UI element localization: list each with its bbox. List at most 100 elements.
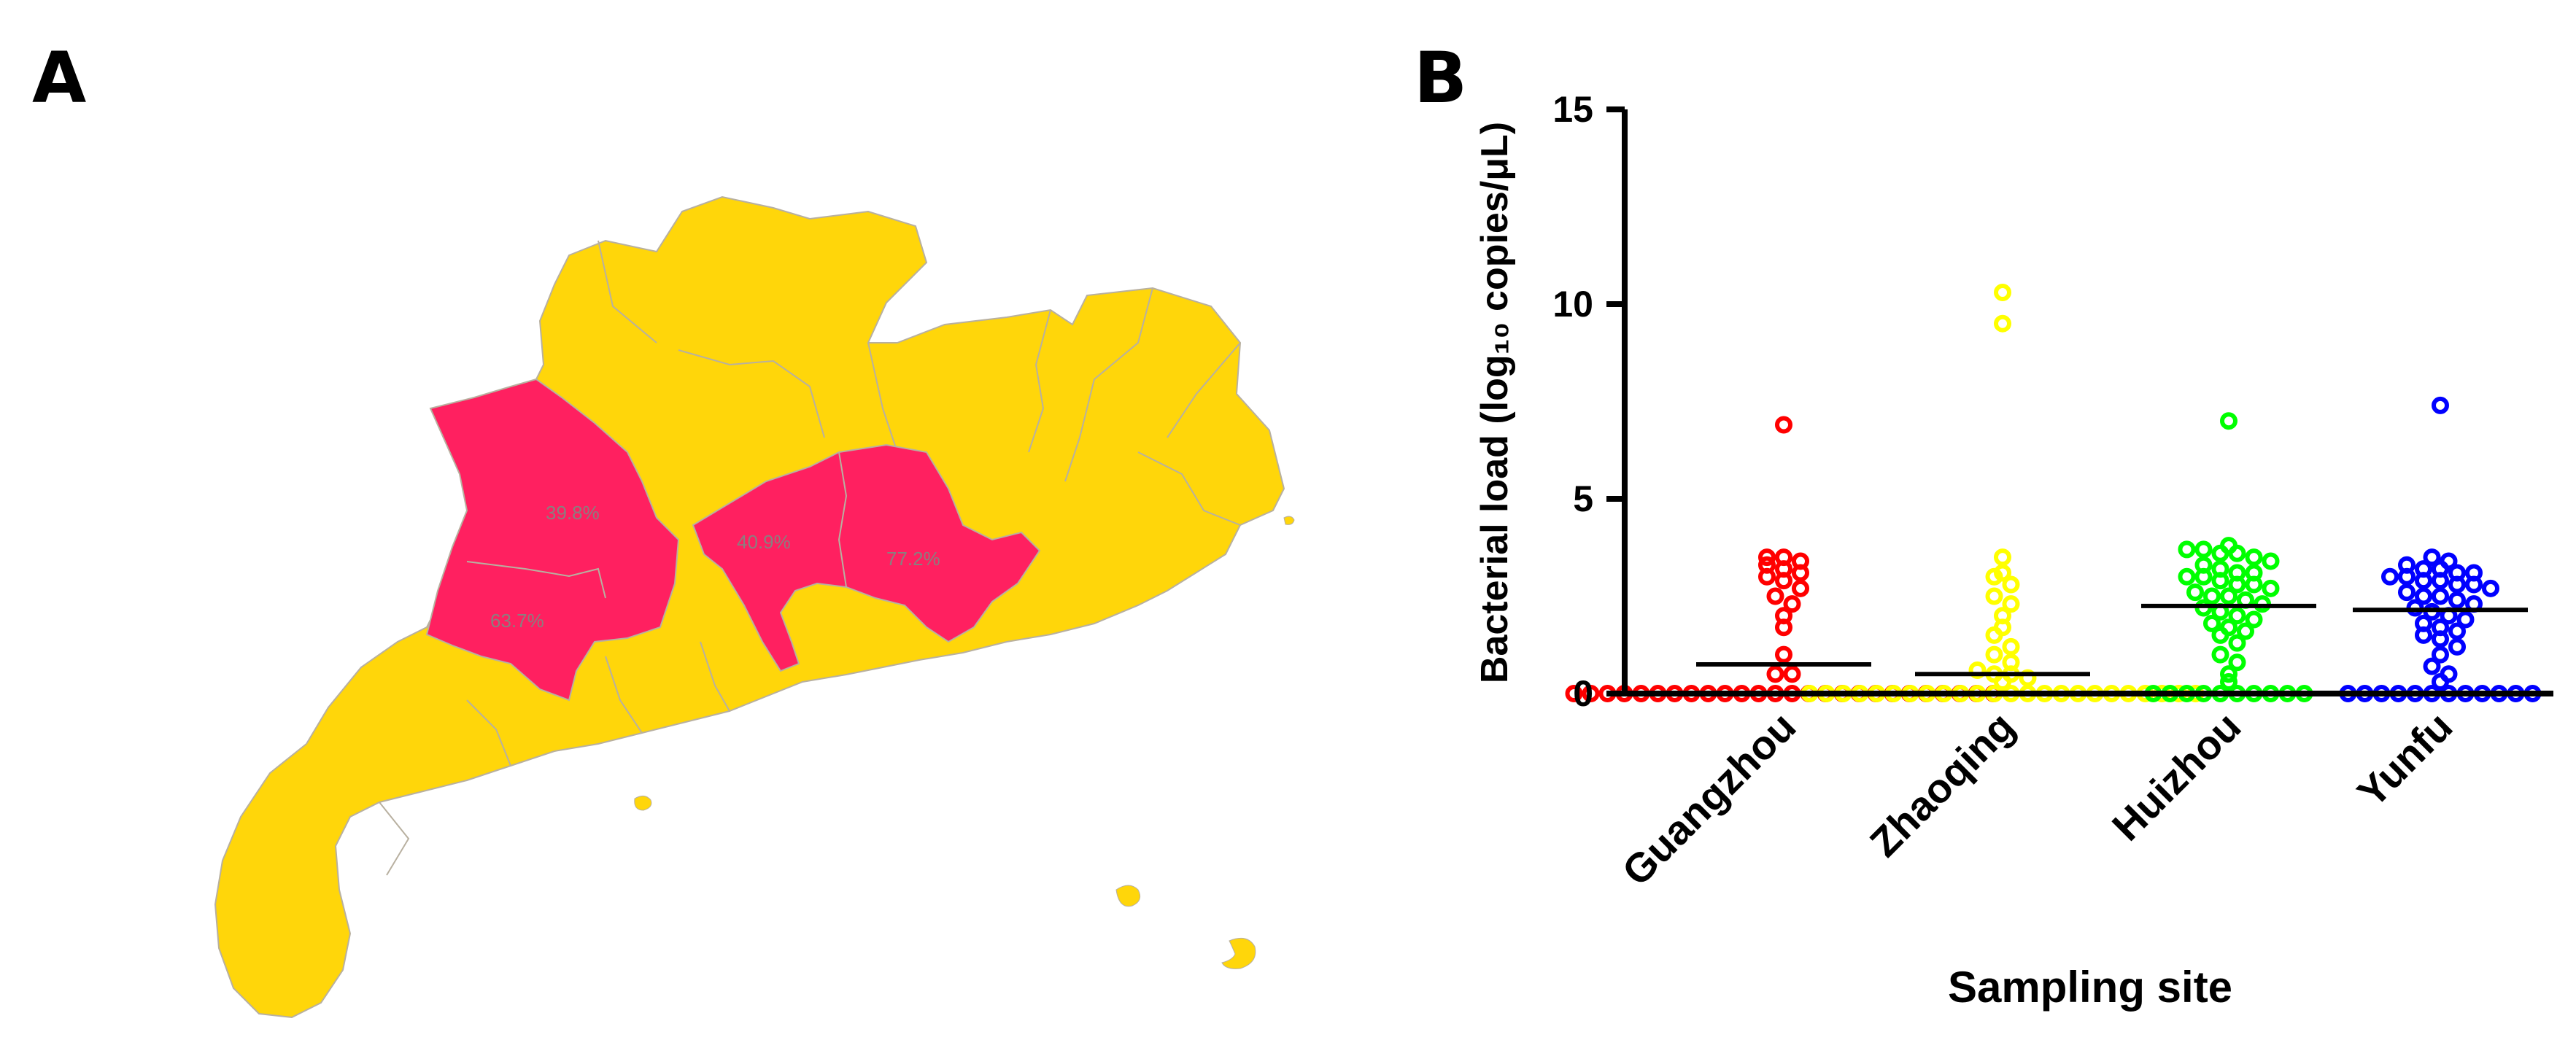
- data-point: [2448, 622, 2466, 640]
- map-island: [1283, 516, 1295, 525]
- data-point: [2398, 567, 2416, 586]
- map-panel: 39.8% 40.9% 77.2% 63.7%: [214, 195, 1295, 1019]
- y-tick-label: 15: [1552, 89, 1593, 130]
- data-point: [2211, 544, 2229, 562]
- data-point: [2245, 548, 2263, 567]
- data-point: [2245, 610, 2263, 629]
- data-point: [2019, 669, 2037, 687]
- highlight-boundaries: [466, 451, 848, 599]
- data-point: [2211, 645, 2229, 664]
- y-tick-label: 10: [1552, 284, 1593, 325]
- map-island: [1115, 885, 1141, 907]
- data-point: [2415, 587, 2432, 605]
- data-point: [2228, 607, 2246, 625]
- data-point: [2415, 572, 2432, 590]
- y-ticks: 0 5 10 15: [1552, 89, 1625, 714]
- data-point: [1792, 564, 1809, 582]
- boundary-line: [466, 699, 511, 766]
- data-point: [2456, 610, 2475, 629]
- data-point: [2220, 672, 2237, 691]
- data-point: [1582, 685, 1600, 702]
- data-point: [2220, 587, 2237, 605]
- map-percent-label: 40.9%: [737, 531, 791, 553]
- data-point: [2415, 626, 2432, 644]
- data-point: [2423, 548, 2441, 567]
- data-point: [2262, 552, 2280, 570]
- x-category-label: Huizhou: [2103, 703, 2250, 850]
- data-point: [1783, 665, 1801, 683]
- data-point: [1758, 548, 1776, 567]
- data-point: [2186, 583, 2204, 602]
- data-point: [2211, 626, 2229, 644]
- panel-label-a: A: [32, 37, 86, 119]
- map-percent-label: 63.7%: [490, 610, 544, 632]
- data-point: [1565, 685, 1583, 702]
- data-point: [2002, 595, 2020, 613]
- map-percent-label: 77.2%: [886, 548, 940, 570]
- data-point: [1968, 661, 1987, 679]
- boundary-line: [1028, 309, 1051, 453]
- series-guangzhou: [1565, 416, 2003, 702]
- data-point: [2002, 637, 2020, 656]
- data-point: [1758, 567, 1776, 586]
- data-point: [2432, 572, 2449, 590]
- data-point: [2432, 630, 2449, 648]
- data-point: [2237, 622, 2254, 640]
- data-point: [2220, 412, 2237, 430]
- data-point: [2228, 544, 2246, 562]
- data-point: [2432, 645, 2449, 664]
- data-point: [1985, 587, 2003, 605]
- data-point: [2262, 579, 2280, 597]
- data-point: [2448, 591, 2466, 609]
- data-point: [1994, 548, 2011, 567]
- boundary-line: [466, 561, 606, 599]
- y-tick-label: 5: [1573, 478, 1593, 519]
- data-point: [1985, 626, 2003, 644]
- data-point: [2178, 567, 2196, 586]
- data-point: [2423, 657, 2441, 675]
- data-point: [2194, 540, 2213, 559]
- data-point: [2220, 665, 2237, 683]
- boundary-line: [678, 349, 825, 438]
- boundary-line: [605, 656, 643, 734]
- data-point: [2448, 637, 2466, 656]
- data-point: [1994, 314, 2011, 333]
- x-axis-title: Sampling site: [1948, 963, 2232, 1012]
- data-point: [2245, 575, 2263, 594]
- data-point: [1766, 665, 1784, 683]
- data-point: [1994, 564, 2011, 582]
- data-point: [1766, 587, 1784, 605]
- x-category-label: Yunfu: [2348, 703, 2461, 816]
- data-point: [1985, 567, 2003, 586]
- data-point: [2228, 653, 2246, 672]
- data-point: [2203, 587, 2221, 605]
- plot-area: [1565, 283, 2542, 702]
- boundary-line: [597, 240, 657, 343]
- boundary-line: [838, 451, 848, 588]
- data-point: [1775, 645, 1792, 664]
- data-point: [1783, 595, 1801, 613]
- data-point: [2228, 634, 2246, 652]
- data-point: [1994, 283, 2011, 301]
- data-point: [1985, 645, 2003, 664]
- data-point: [2002, 575, 2020, 594]
- map-island: [1221, 937, 1256, 969]
- data-point: [1775, 416, 1792, 434]
- boundary-line: [379, 801, 410, 876]
- data-point: [2432, 672, 2449, 691]
- data-point: [1775, 572, 1792, 590]
- panel-label-b: B: [1414, 37, 1467, 119]
- data-point: [2381, 567, 2399, 586]
- data-point: [2211, 572, 2229, 590]
- data-point: [2228, 575, 2246, 594]
- data-point: [1792, 579, 1809, 597]
- y-tick-label: 0: [1573, 673, 1593, 714]
- data-point: [1775, 618, 1792, 637]
- x-category-label: Guangzhou: [1613, 703, 1804, 894]
- boundary-line: [1064, 287, 1153, 482]
- boundary-line: [700, 641, 730, 712]
- x-category-labels: Guangzhou Zhaoqing Huizhou Yunfu: [1613, 703, 2461, 894]
- map-island: [634, 796, 652, 811]
- x-category-label: Zhaoqing: [1861, 703, 2024, 866]
